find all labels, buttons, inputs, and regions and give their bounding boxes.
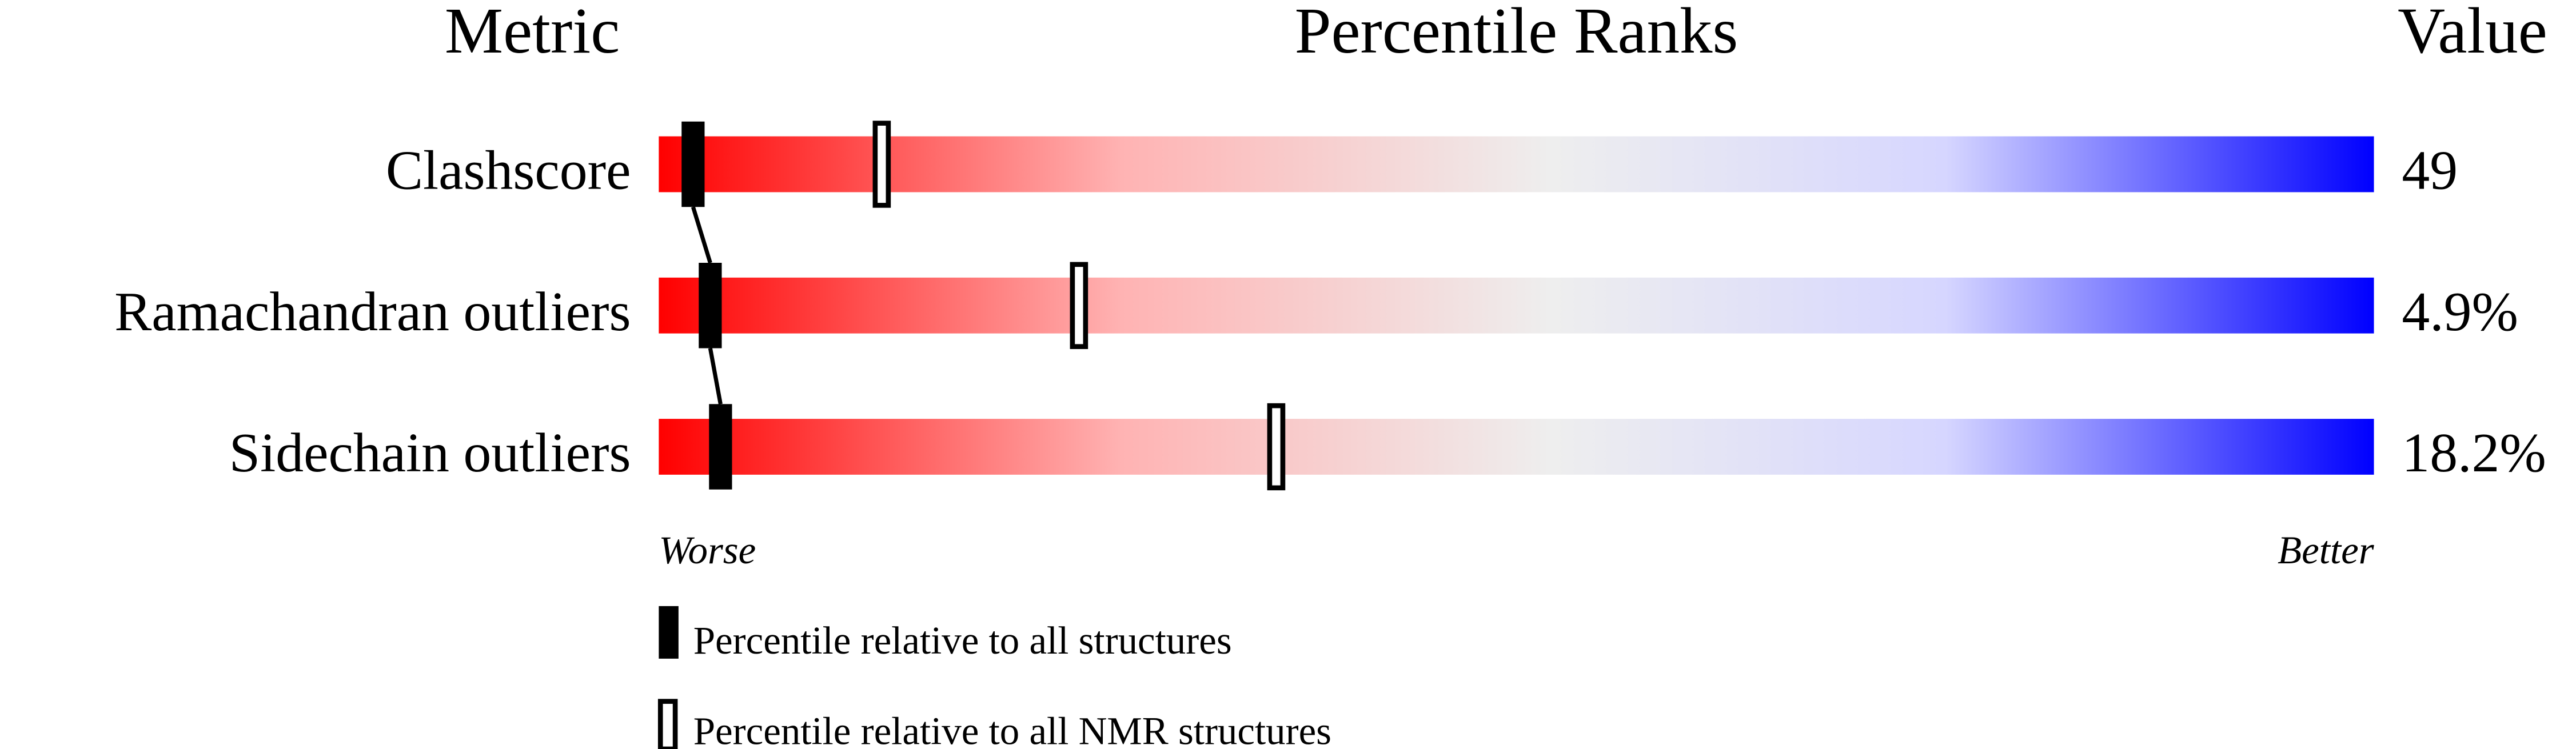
percentile-bar [659,277,2374,334]
nmr-percentile-marker [1070,262,1088,349]
all-percentile-marker [699,263,722,349]
metric-header: Metric [445,0,620,67]
metric-value: 4.9% [2402,281,2518,343]
legend-label-nmr: Percentile relative to all NMR structure… [693,709,1331,749]
legend-label-all: Percentile relative to all structures [693,619,1232,662]
percentile-bar [659,136,2374,193]
metric-label: Ramachandran outliers [114,281,631,343]
metric-value: 18.2% [2402,422,2546,484]
legend-hollow-marker [657,699,678,749]
worse-label: Worse [659,528,756,572]
metric-label: Clashscore [386,140,631,202]
percentile-bar [659,419,2374,475]
all-percentile-marker [709,404,732,490]
nmr-percentile-marker [872,121,891,208]
legend-filled-marker [659,606,679,659]
value-header: Value [2398,0,2547,67]
better-label: Better [2278,528,2375,572]
percentile-ranks-header: Percentile Ranks [1295,0,1738,67]
connector-line [691,206,712,264]
all-percentile-marker [681,121,705,207]
metric-label: Sidechain outliers [229,422,631,484]
connector-line [708,347,723,404]
metric-value: 49 [2402,140,2458,202]
nmr-percentile-marker [1267,403,1286,491]
